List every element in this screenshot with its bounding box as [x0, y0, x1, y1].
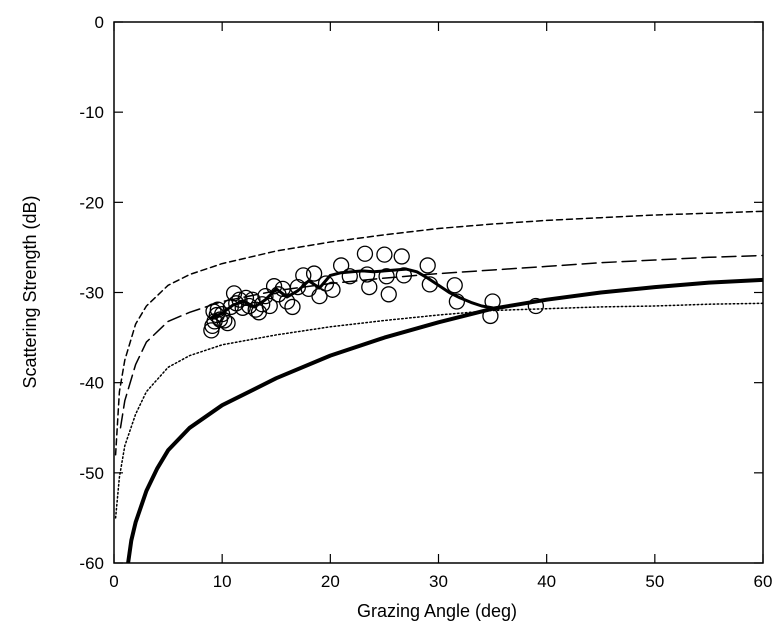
data-point-circle [419, 257, 436, 274]
data-point-circle [421, 276, 438, 293]
data-point-circle [265, 278, 283, 295]
x-tick-label: 30 [429, 572, 448, 591]
data-point-circle [237, 289, 255, 307]
y-tick-label: -60 [79, 554, 104, 573]
data-point-circle [225, 285, 243, 302]
data-point-circle [395, 267, 413, 284]
x-tick-label: 10 [213, 572, 232, 591]
series-line-thick-solid [126, 277, 763, 563]
data-point-circle [361, 278, 378, 296]
data-point-circle [295, 267, 312, 284]
data-point-circle [261, 297, 278, 315]
x-tick-label: 40 [537, 572, 556, 591]
x-tick-label: 20 [321, 572, 340, 591]
data-point-circle [317, 275, 335, 292]
x-tick-label: 60 [754, 572, 773, 591]
plot-frame [113, 21, 764, 564]
y-axis-title: Scattering Strength (dB) [20, 195, 40, 388]
data-point-circle [446, 277, 463, 294]
data-point-circle [234, 299, 251, 316]
data-point-circle [305, 265, 323, 282]
data-point-circle [244, 291, 261, 308]
y-tick-label: -20 [79, 193, 104, 212]
data-point-circle [254, 296, 271, 313]
x-axis-title: Grazing Angle (deg) [357, 601, 517, 621]
x-tick-label: 50 [645, 572, 664, 591]
series-line-dotted [114, 302, 763, 519]
y-tick-label: -10 [79, 103, 104, 122]
data-point-circle [448, 293, 466, 310]
y-axis-title-group: Scattering Strength (dB) [20, 195, 40, 388]
data-point-circle [356, 245, 374, 262]
y-tick-label: 0 [95, 13, 104, 32]
data-point-circle [324, 281, 341, 298]
data-point-circle [284, 298, 301, 316]
y-tick-label: -30 [79, 284, 104, 303]
data-point-circle [216, 312, 233, 329]
data-point-circle [393, 248, 410, 265]
data-point-circle [219, 315, 236, 332]
data-point-circle [376, 246, 393, 263]
data-point-circle [332, 257, 350, 274]
data-point-circle [358, 266, 376, 283]
plot-area [114, 210, 763, 563]
data-point-circle [278, 293, 296, 310]
data-point-circle [257, 287, 274, 305]
data-point-circle [378, 268, 395, 285]
data-point-circle [311, 287, 328, 305]
data-point-circle [527, 297, 544, 315]
data-point-circle [231, 291, 248, 308]
y-tick-label: -40 [79, 374, 104, 393]
series-line-short-dash [114, 210, 763, 456]
x-tick-label: 0 [109, 572, 118, 591]
data-point-circle [484, 293, 501, 310]
data-point-circle [300, 280, 317, 298]
data-point-circle [341, 268, 358, 285]
axis-ticks: 0 10 20 30 40 50 60 0 -10 -20 -30 -40 -50 -60 [79, 13, 772, 591]
series-line-long-dash [119, 254, 763, 429]
data-point-circle [380, 286, 397, 303]
y-tick-label: -50 [79, 464, 104, 483]
series-line-medium-solid [209, 267, 495, 320]
